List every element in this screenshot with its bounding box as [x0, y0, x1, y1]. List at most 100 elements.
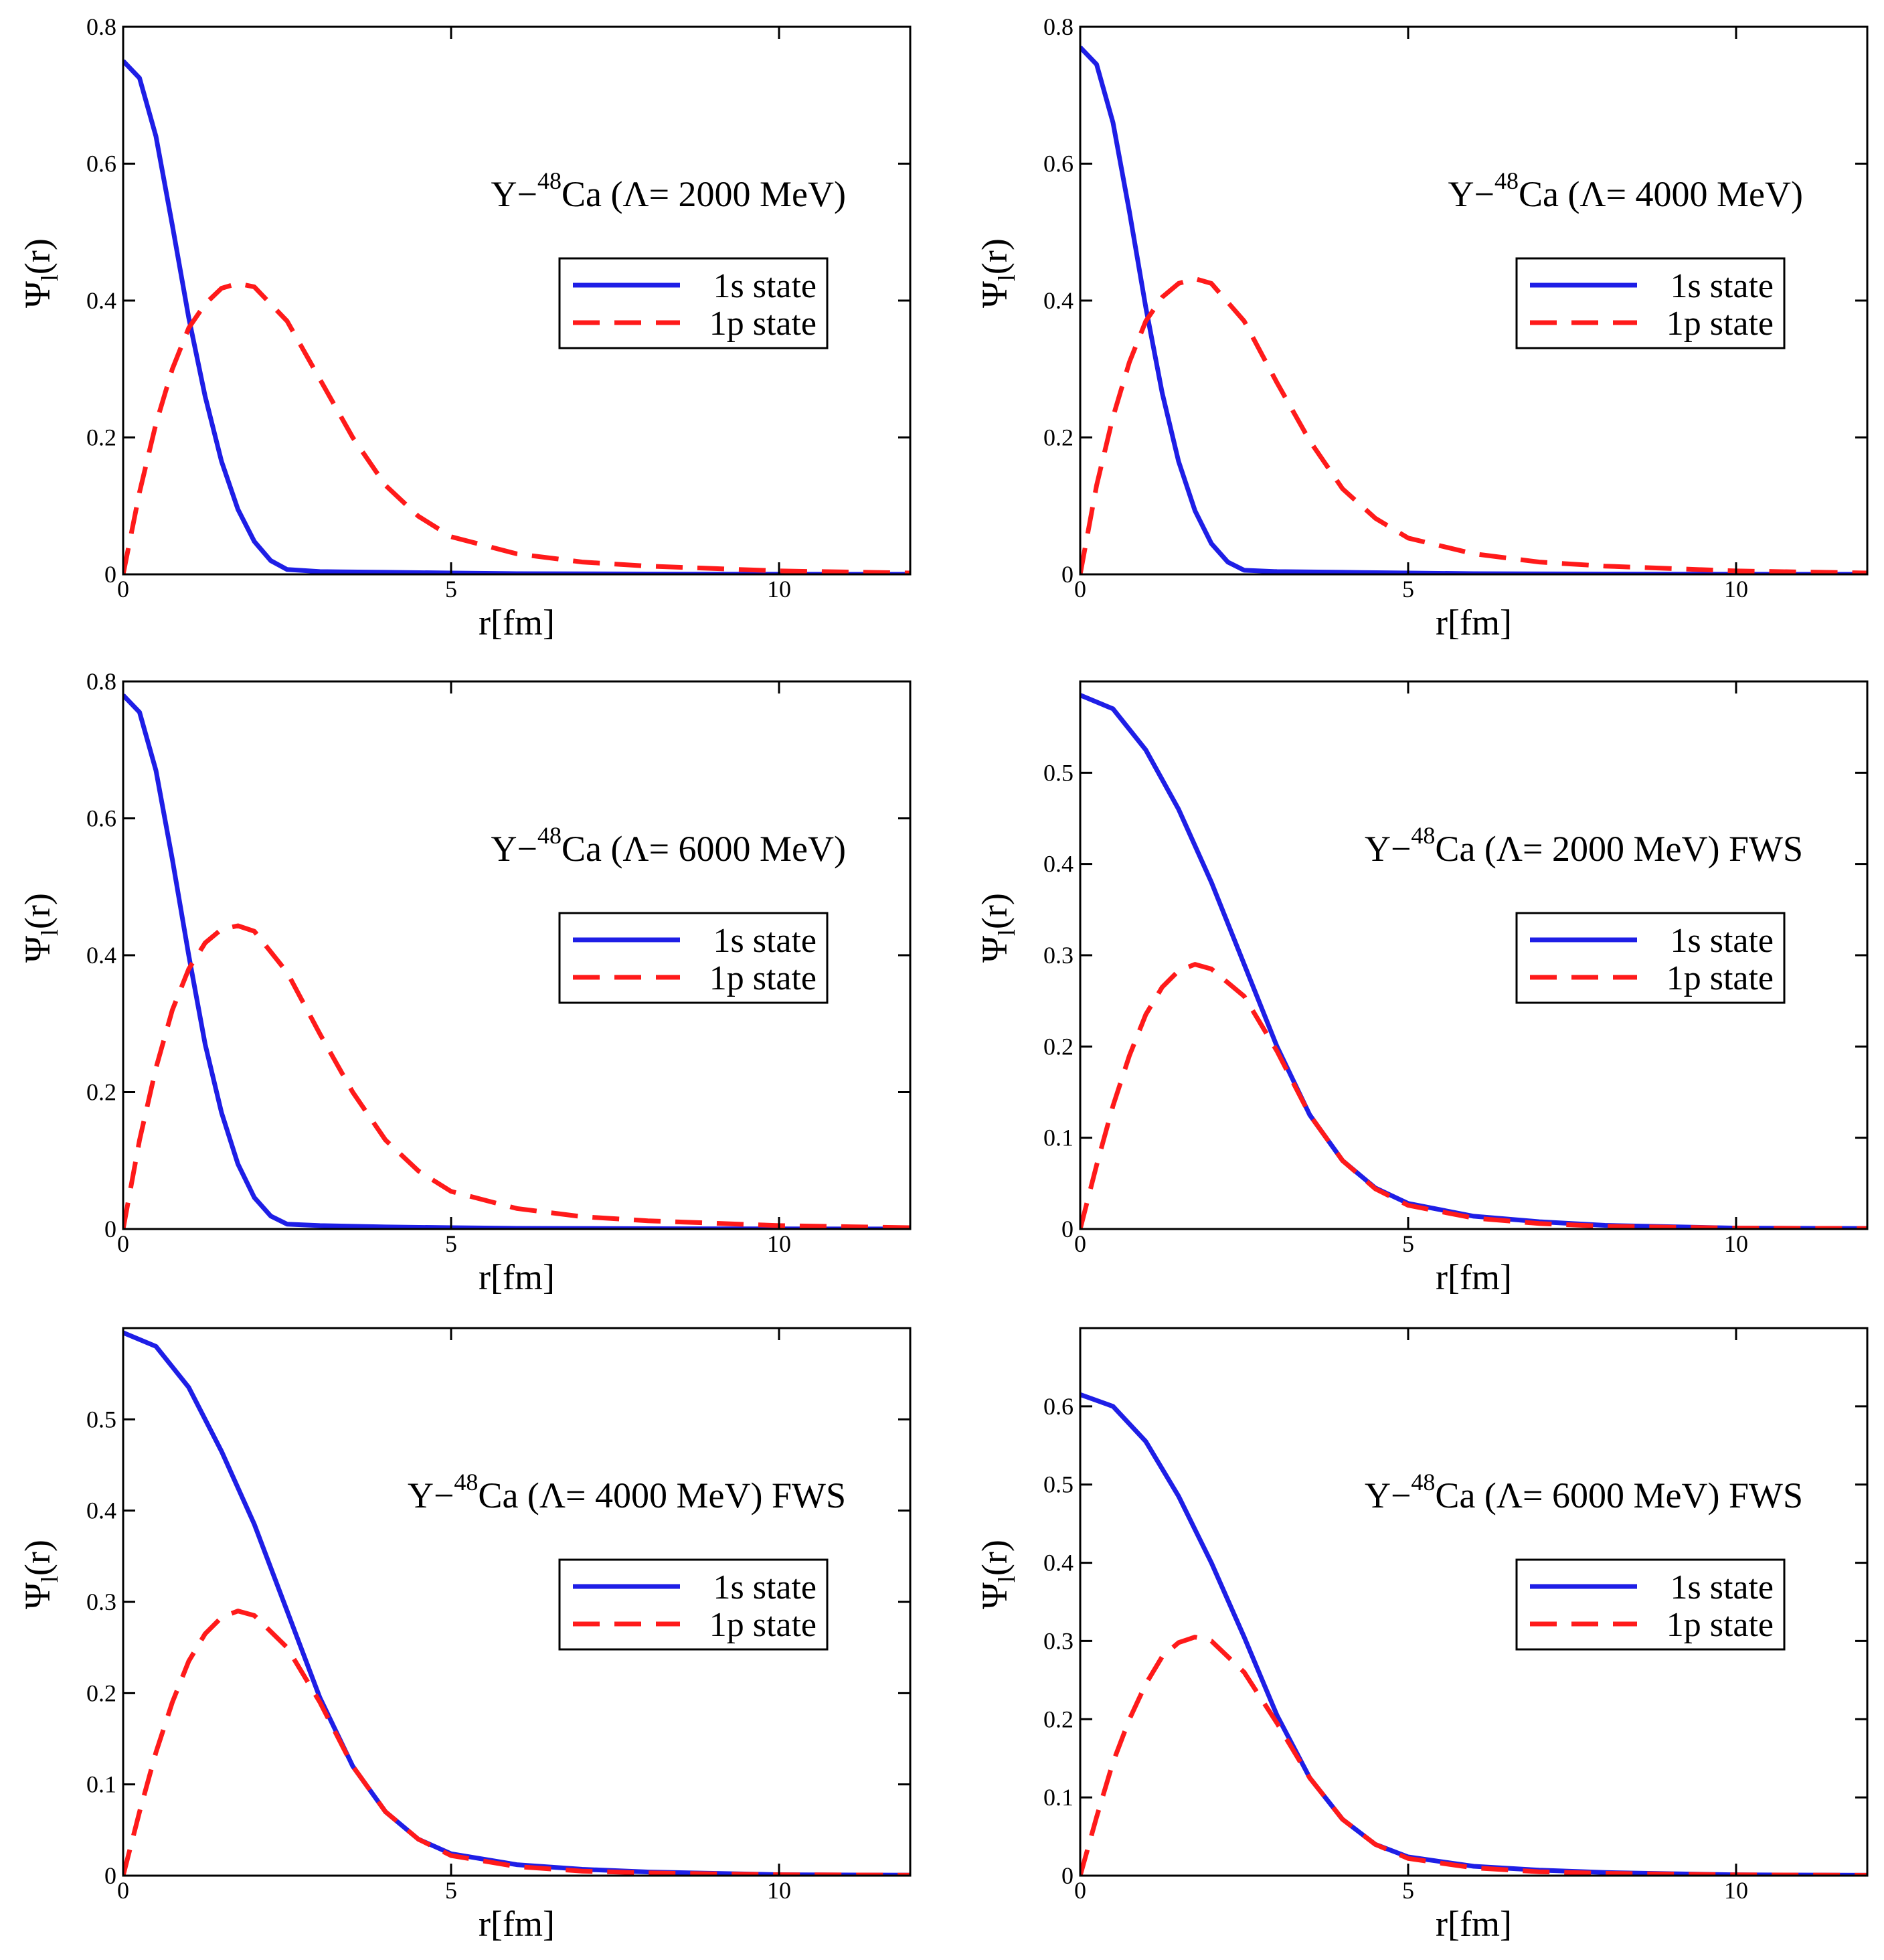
y-tick-label: 0.4	[86, 1497, 116, 1524]
panel-1: 0 5 10 0 0.2 0.4 0.6 0.8 r[fm] Ψl(r) Y−48Ca (Λ= 20…	[17, 13, 912, 643]
y-tick-label: 0.2	[1043, 1033, 1074, 1060]
panel-title: Y−48Ca (Λ= 4000 MeV)	[1448, 167, 1804, 214]
y-tick-label: 0.4	[1043, 851, 1074, 878]
legend-box	[558, 912, 829, 1004]
legend-1s-label: 1s state	[1670, 1568, 1774, 1607]
x-tick-label: 5	[1402, 1230, 1414, 1257]
x-tick-label: 5	[445, 1230, 457, 1257]
y-tick-label: 0.3	[1043, 942, 1074, 969]
y-tick-label: 0.1	[1043, 1784, 1074, 1811]
y-tick-label: 0.2	[86, 424, 116, 451]
y-tick-label: 0.8	[86, 668, 116, 695]
x-axis-label: r[fm]	[479, 1257, 555, 1297]
y-tick-label: 0	[1061, 561, 1074, 588]
x-tick-label: 0	[117, 1230, 129, 1257]
legend-1s-label: 1s state	[713, 922, 817, 960]
legend-1p-label: 1p state	[1666, 959, 1774, 997]
x-tick-label: 10	[1724, 1230, 1748, 1257]
panel-title: Y−48Ca (Λ= 2000 MeV) FWS	[1365, 822, 1803, 869]
y-tick-label: 0.8	[86, 13, 116, 40]
y-tick-label: 0.4	[1043, 1550, 1074, 1576]
y-axis-label: Ψl(r)	[974, 238, 1020, 308]
series-1p-line	[1080, 276, 1867, 574]
panel-4: 0 5 10 0 0.1 0.2 0.3 0.4 0.5 r[fm] Ψl(r) Y−48Ca (Λ=…	[974, 680, 1869, 1297]
series-1p-line	[123, 280, 910, 574]
y-tick-label: 0.1	[1043, 1125, 1074, 1151]
x-tick-label: 10	[1724, 1877, 1748, 1904]
legend-box	[558, 1558, 829, 1651]
y-tick-label: 0.5	[86, 1406, 116, 1433]
legend-1s-label: 1s state	[713, 267, 817, 305]
y-axis-label: Ψl(r)	[17, 893, 63, 963]
y-tick-label: 0.2	[86, 1079, 116, 1106]
legend-1p-label: 1p state	[1666, 305, 1774, 343]
y-axis-label: Ψl(r)	[974, 893, 1020, 963]
y-tick-label: 0.6	[1043, 151, 1074, 177]
y-tick-label: 0.2	[1043, 1706, 1074, 1732]
legend-1p-label: 1p state	[1666, 1606, 1774, 1644]
y-tick-label: 0.3	[86, 1588, 116, 1615]
panel-title: Y−48Ca (Λ= 6000 MeV)	[491, 822, 847, 869]
x-tick-label: 5	[445, 1877, 457, 1904]
y-tick-label: 0.5	[1043, 759, 1074, 786]
legend-1p-label: 1p state	[709, 959, 817, 997]
y-axis-label: Ψl(r)	[17, 1540, 63, 1609]
y-tick-label: 0.6	[86, 151, 116, 177]
plot-frame	[1079, 1327, 1869, 1877]
y-tick-label: 0.1	[86, 1771, 116, 1798]
panel-5: 0 5 10 0 0.1 0.2 0.3 0.4 0.5 r[fm] Ψl(r) Y−48Ca (Λ=…	[17, 1327, 912, 1944]
series-1p-line	[1080, 1635, 1867, 1876]
panel-title: Y−48Ca (Λ= 2000 MeV)	[491, 167, 847, 214]
x-tick-label: 5	[1402, 576, 1414, 602]
x-tick-label: 5	[445, 576, 457, 602]
y-tick-label: 0.4	[1043, 287, 1074, 314]
series-1p-line	[123, 923, 910, 1229]
x-tick-label: 0	[1074, 576, 1086, 602]
panel-3: 0 5 10 0 0.2 0.4 0.6 0.8 r[fm] Ψl(r) Y−48Ca (Λ= 60…	[17, 668, 912, 1297]
legend-box	[558, 257, 829, 349]
y-tick-label: 0.3	[1043, 1627, 1074, 1654]
panel-6: 0 5 10 0 0.1 0.2 0.3 0.4 0.5 0.6 r[fm] Ψl(r) Y−48Ca …	[974, 1327, 1869, 1944]
legend-box	[1515, 1558, 1786, 1651]
y-tick-label: 0.6	[1043, 1393, 1074, 1420]
series-1p-line	[1080, 962, 1867, 1229]
y-tick-label: 0.2	[86, 1680, 116, 1706]
legend-1p-label: 1p state	[709, 1606, 817, 1644]
y-tick-label: 0.5	[1043, 1471, 1074, 1498]
x-axis-label: r[fm]	[479, 1904, 555, 1944]
legend-1s-label: 1s state	[713, 1568, 817, 1607]
x-tick-label: 0	[1074, 1230, 1086, 1257]
y-tick-label: 0.6	[86, 805, 116, 832]
y-tick-label: 0	[104, 1862, 116, 1889]
x-tick-label: 5	[1402, 1877, 1414, 1904]
legend-box	[1515, 912, 1786, 1004]
y-tick-label: 0	[104, 1216, 116, 1242]
x-axis-label: r[fm]	[1436, 1904, 1512, 1944]
legend-1s-label: 1s state	[1670, 267, 1774, 305]
legend-1s-label: 1s state	[1670, 922, 1774, 960]
panel-title: Y−48Ca (Λ= 4000 MeV) FWS	[408, 1469, 846, 1516]
panel-title: Y−48Ca (Λ= 6000 MeV) FWS	[1365, 1469, 1803, 1516]
y-axis-label: Ψl(r)	[17, 238, 63, 308]
x-axis-label: r[fm]	[1436, 602, 1512, 643]
x-tick-label: 10	[767, 1877, 791, 1904]
y-tick-label: 0	[104, 561, 116, 588]
y-tick-label: 0	[1061, 1216, 1074, 1242]
y-axis-label: Ψl(r)	[974, 1540, 1020, 1609]
y-tick-label: 0	[1061, 1862, 1074, 1889]
x-tick-label: 0	[1074, 1877, 1086, 1904]
y-tick-label: 0.2	[1043, 424, 1074, 451]
panel-2: 0 5 10 0 0.2 0.4 0.6 0.8 r[fm] Ψl(r) Y−48Ca (Λ= 40…	[974, 13, 1869, 643]
legend-box	[1515, 257, 1786, 349]
x-tick-label: 10	[767, 1230, 791, 1257]
x-axis-label: r[fm]	[479, 602, 555, 643]
series-1p-line	[123, 1609, 910, 1876]
y-tick-label: 0.4	[86, 942, 116, 969]
